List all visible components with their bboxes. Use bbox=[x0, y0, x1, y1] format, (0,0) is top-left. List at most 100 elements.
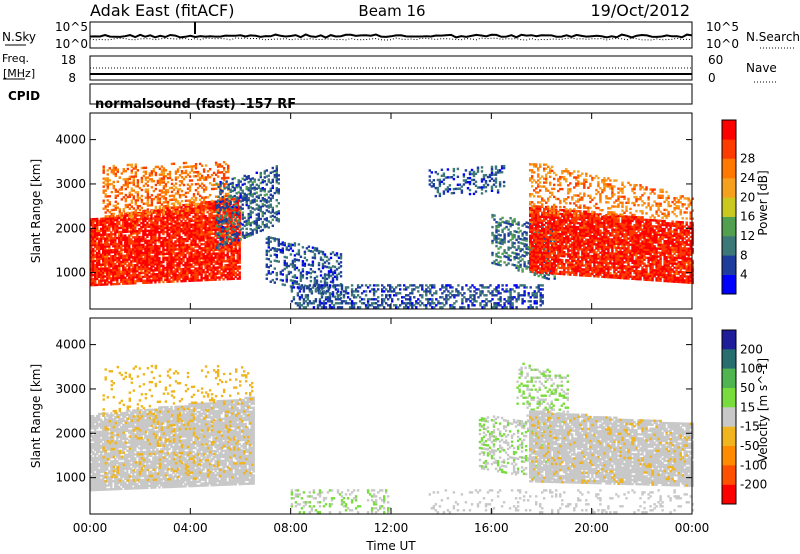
data-cell bbox=[100, 229, 103, 232]
data-cell bbox=[243, 236, 246, 239]
data-cell bbox=[190, 211, 193, 215]
data-cell bbox=[98, 275, 101, 278]
data-cell bbox=[437, 302, 440, 305]
data-cell bbox=[469, 290, 472, 293]
data-cell bbox=[533, 215, 536, 218]
data-cell bbox=[136, 238, 139, 241]
data-cell bbox=[241, 213, 244, 216]
data-cell bbox=[134, 211, 137, 214]
data-cell bbox=[90, 272, 93, 275]
data-cell bbox=[110, 255, 113, 258]
data-cell bbox=[232, 243, 235, 247]
data-cell bbox=[535, 265, 538, 268]
data-cell bbox=[178, 266, 181, 269]
data-cell bbox=[148, 257, 151, 260]
data-cell bbox=[210, 274, 213, 277]
data-cell bbox=[531, 226, 534, 230]
data-cell bbox=[389, 306, 392, 309]
data-cell bbox=[170, 250, 173, 253]
data-cell bbox=[116, 246, 119, 250]
data-cell bbox=[156, 223, 159, 226]
data-cell bbox=[381, 300, 384, 303]
data-cell bbox=[287, 242, 291, 246]
data-cell bbox=[154, 165, 158, 169]
data-cell bbox=[152, 279, 155, 282]
data-cell bbox=[156, 193, 160, 196]
data-cell bbox=[331, 295, 335, 298]
data-cell bbox=[144, 261, 147, 264]
data-cell bbox=[312, 302, 316, 305]
data-cell bbox=[208, 214, 211, 218]
data-cell bbox=[481, 286, 484, 289]
data-cell bbox=[222, 173, 226, 176]
data-cell bbox=[411, 304, 414, 307]
data-cell bbox=[385, 302, 388, 305]
data-cell bbox=[471, 302, 474, 305]
data-cell bbox=[156, 245, 159, 248]
data-cell bbox=[186, 269, 189, 273]
data-cell bbox=[527, 294, 530, 297]
data-cell bbox=[180, 222, 183, 225]
data-cell bbox=[429, 292, 432, 295]
data-cell bbox=[132, 266, 135, 269]
data-cell bbox=[319, 256, 323, 259]
data-cell bbox=[493, 294, 496, 297]
data-cell bbox=[429, 288, 432, 291]
data-cell bbox=[309, 264, 313, 267]
data-cell bbox=[493, 218, 496, 221]
data-cell bbox=[118, 234, 121, 238]
data-cell bbox=[226, 258, 229, 261]
data-cell bbox=[214, 163, 218, 166]
data-cell bbox=[222, 252, 225, 255]
data-cell bbox=[124, 260, 127, 263]
data-cell bbox=[224, 270, 227, 273]
data-cell bbox=[138, 208, 142, 212]
data-cell bbox=[150, 194, 154, 197]
data-cell bbox=[92, 257, 95, 261]
data-cell bbox=[553, 277, 556, 280]
data-cell bbox=[425, 304, 428, 307]
data-cell bbox=[502, 180, 506, 184]
data-cell bbox=[198, 231, 201, 234]
data-cell bbox=[222, 198, 225, 201]
data-cell bbox=[186, 271, 189, 275]
data-cell bbox=[144, 251, 147, 254]
data-cell bbox=[136, 207, 140, 210]
data-cell bbox=[317, 263, 321, 267]
data-cell bbox=[136, 183, 140, 186]
data-cell bbox=[235, 236, 238, 239]
data-cell bbox=[230, 197, 233, 201]
data-cell bbox=[338, 284, 342, 287]
data-cell bbox=[164, 175, 168, 178]
data-cell bbox=[188, 209, 192, 212]
data-cell bbox=[118, 260, 121, 264]
data-cell bbox=[259, 229, 262, 233]
data-cell bbox=[529, 252, 532, 256]
data-cell bbox=[102, 273, 105, 276]
data-cell bbox=[251, 231, 254, 234]
data-cell bbox=[178, 194, 182, 197]
data-cell bbox=[124, 181, 127, 185]
data-cell bbox=[261, 222, 264, 226]
data-cell bbox=[162, 274, 165, 278]
data-cell bbox=[128, 278, 131, 281]
data-cell bbox=[407, 298, 410, 301]
data-cell bbox=[102, 253, 105, 256]
data-cell bbox=[180, 216, 183, 219]
data-cell bbox=[204, 278, 207, 282]
data-cell bbox=[116, 230, 119, 234]
data-cell bbox=[104, 189, 107, 192]
data-cell bbox=[152, 263, 155, 266]
data-cell bbox=[92, 259, 95, 263]
data-cell bbox=[253, 188, 256, 191]
data-cell bbox=[267, 246, 270, 249]
data-cell bbox=[178, 218, 181, 221]
data-cell bbox=[108, 221, 111, 224]
data-cell bbox=[521, 300, 524, 303]
data-cell bbox=[275, 167, 278, 170]
data-cell bbox=[194, 239, 197, 242]
data-cell bbox=[152, 211, 155, 214]
data-cell bbox=[238, 217, 241, 220]
data-cell bbox=[142, 209, 145, 213]
data-cell bbox=[507, 256, 510, 259]
